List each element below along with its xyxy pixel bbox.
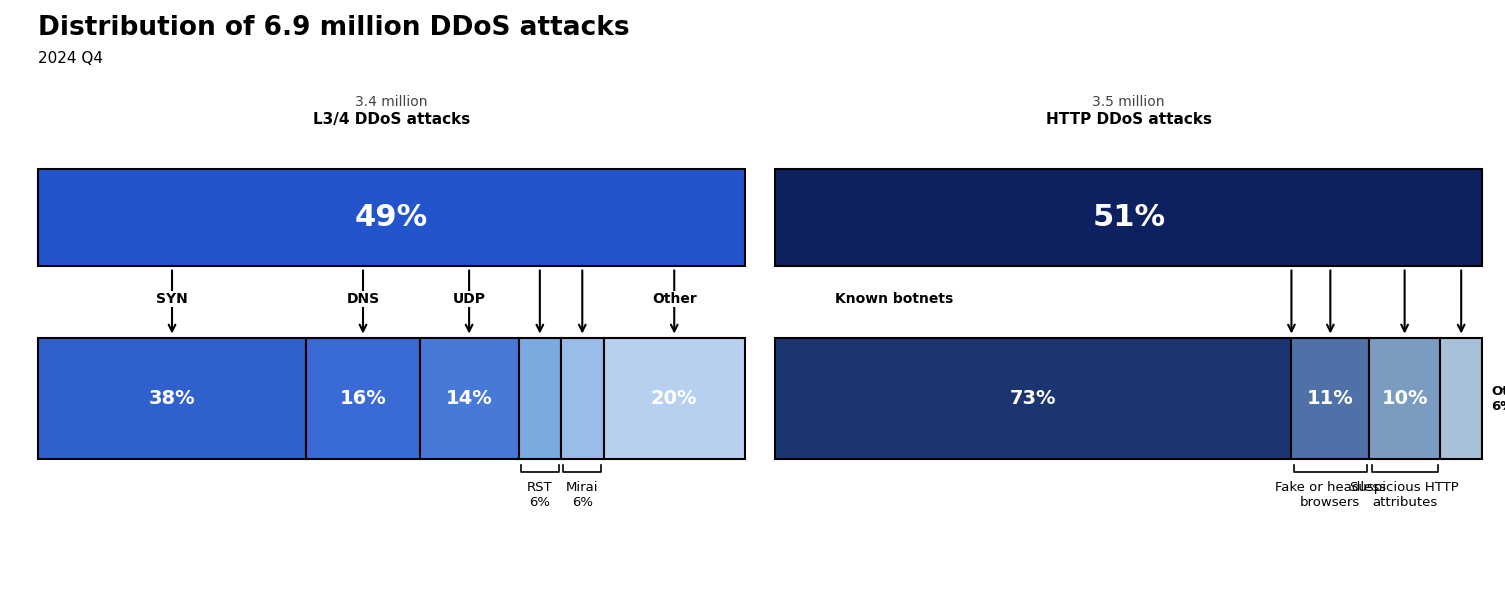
Text: Other: Other [652, 292, 697, 306]
Bar [775, 338, 1291, 459]
Bar [38, 169, 745, 266]
Text: SYN: SYN [157, 292, 188, 306]
Bar [561, 338, 604, 459]
Bar [1291, 338, 1370, 459]
Bar [604, 338, 745, 459]
Bar [775, 169, 1482, 266]
Text: L3/4 DDoS attacks: L3/4 DDoS attacks [313, 112, 470, 127]
Text: RST
6%: RST 6% [527, 481, 552, 509]
Bar [420, 338, 519, 459]
Text: Known botnets: Known botnets [835, 292, 954, 306]
Bar [38, 338, 307, 459]
Text: 3.4 million: 3.4 million [355, 95, 427, 109]
Bar [1440, 338, 1482, 459]
Text: HTTP DDoS attacks: HTTP DDoS attacks [1046, 112, 1212, 127]
Text: 20%: 20% [652, 389, 697, 408]
Text: 3.5 million: 3.5 million [1093, 95, 1165, 109]
Text: Fake or headless
browsers: Fake or headless browsers [1275, 481, 1386, 509]
Text: Distribution of 6.9 million DDoS attacks: Distribution of 6.9 million DDoS attacks [38, 15, 629, 41]
Text: DNS: DNS [346, 292, 379, 306]
Bar [307, 338, 420, 459]
Text: 10%: 10% [1382, 389, 1428, 408]
Text: 14%: 14% [445, 389, 492, 408]
Text: Suspicious HTTP
attributes: Suspicious HTTP attributes [1350, 481, 1458, 509]
Text: Mirai
6%: Mirai 6% [566, 481, 599, 509]
Text: 51%: 51% [1093, 203, 1165, 232]
Bar [519, 338, 561, 459]
Bar [1370, 338, 1440, 459]
Text: 49%: 49% [355, 203, 427, 232]
Text: UDP: UDP [453, 292, 486, 306]
Text: 16%: 16% [340, 389, 387, 408]
Text: 11%: 11% [1306, 389, 1353, 408]
Text: 2024 Q4: 2024 Q4 [38, 51, 102, 66]
Text: 38%: 38% [149, 389, 196, 408]
Text: Other
6%: Other 6% [1491, 385, 1505, 413]
Text: 73%: 73% [1010, 389, 1057, 408]
